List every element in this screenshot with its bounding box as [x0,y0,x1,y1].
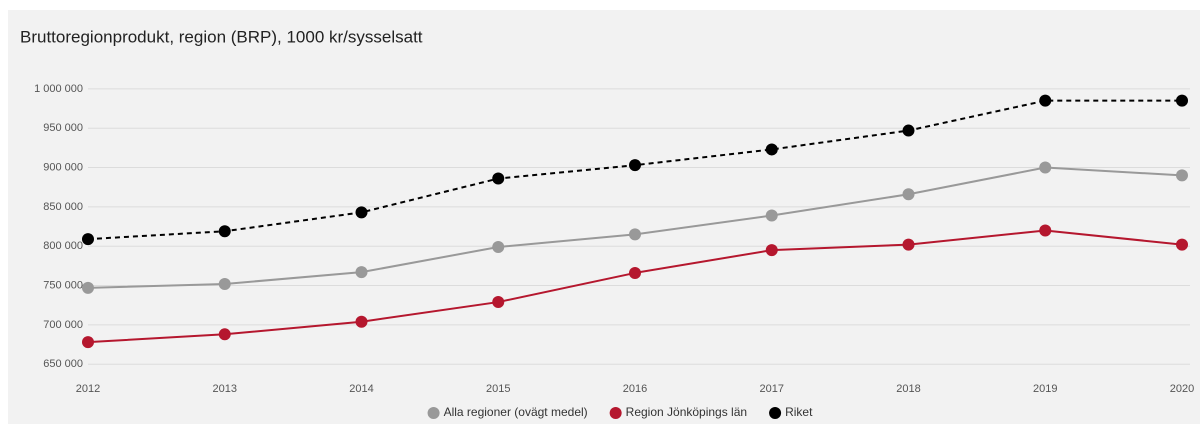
point [218,225,231,238]
point [1039,94,1052,107]
y-tick-label: 750 000 [43,279,83,291]
point [1176,169,1188,182]
point [218,277,231,290]
point [492,240,505,253]
x-tick-label: 2016 [623,383,647,395]
point [1176,238,1188,251]
point [218,328,231,341]
point [492,296,505,309]
x-tick-label: 2014 [349,383,373,395]
legend-item: Region Jönköpings län [609,405,747,419]
legend-label: Riket [785,405,813,419]
point [902,238,915,251]
x-tick-label: 2013 [213,383,237,395]
point [629,159,641,172]
point [1039,161,1052,174]
point [355,206,368,219]
y-tick-label: 850 000 [43,201,83,213]
legend-item: Alla regioner (ovägt medel) [427,405,588,419]
point [765,244,778,257]
chart-title: Bruttoregionprodukt, region (BRP), 1000 … [20,27,423,46]
y-tick-label: 650 000 [43,358,83,370]
point [765,209,778,222]
chart-background [8,10,1200,424]
y-tick-label: 950 000 [43,122,83,134]
point [902,188,915,201]
y-tick-label: 800 000 [43,240,83,252]
point [1039,224,1052,237]
x-tick-label: 2020 [1170,383,1194,395]
y-tick-label: 1 000 000 [34,83,83,95]
point [629,266,641,279]
x-tick-label: 2012 [76,383,100,395]
x-tick-label: 2017 [760,383,784,395]
point [82,336,94,349]
legend-label: Region Jönköpings län [626,405,747,419]
point [765,143,778,156]
legend: Alla regioner (ovägt medel) Region Jönköp… [427,405,813,419]
x-tick-label: 2018 [896,383,920,395]
point [355,315,368,328]
legend-marker [427,407,440,419]
y-tick-label: 700 000 [43,319,83,331]
point [629,228,641,241]
x-tick-label: 2019 [1033,383,1057,395]
y-tick-label: 900 000 [43,161,83,173]
point [492,172,505,185]
grid: 650 000 700 000 750 000 800 000 850 000 900 0… [34,83,1194,395]
x-tick-label: 2015 [486,383,510,395]
plot [82,94,1188,349]
point [1176,94,1188,107]
point [82,281,94,294]
legend-marker [609,407,622,419]
point [82,233,94,246]
legend-label: Alla regioner (ovägt medel) [444,405,588,419]
point [902,124,915,137]
legend-marker [769,407,782,419]
point [355,266,368,279]
legend-item: Riket [769,405,813,419]
